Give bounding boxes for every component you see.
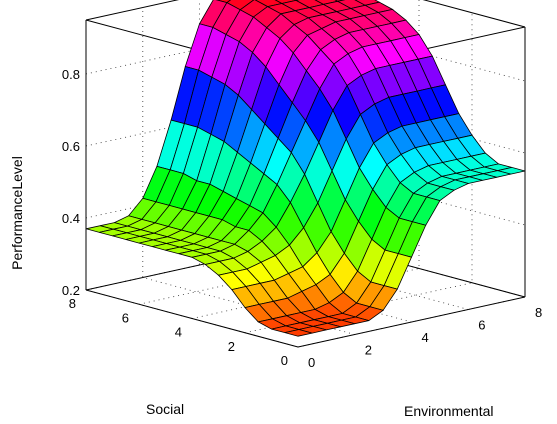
x-tick-label: 8 xyxy=(535,305,542,320)
z-tick-label: 0.2 xyxy=(62,283,80,298)
z-tick-label: 0.8 xyxy=(62,67,80,82)
y-tick-label: 4 xyxy=(175,325,182,340)
y-tick-label: 8 xyxy=(69,296,76,311)
z-tick-label: 0.4 xyxy=(62,211,80,226)
box-edge xyxy=(422,0,526,28)
tick-labels: 0.2 0.4 0.6 0.8 0 2 4 6 8 0 2 4 6 8 xyxy=(62,67,542,370)
x-tick-label: 6 xyxy=(478,318,485,333)
x-tick-label: 0 xyxy=(308,355,315,370)
z-tick-label: 0.6 xyxy=(62,139,80,154)
x-tick-label: 2 xyxy=(365,343,372,358)
y-tick-label: 6 xyxy=(122,310,129,325)
z-axis-label: PerformanceLevel xyxy=(9,156,25,270)
x-tick-label: 4 xyxy=(422,330,429,345)
surface-patch xyxy=(284,329,313,337)
y-tick-label: 0 xyxy=(281,353,288,368)
box-edge xyxy=(85,0,180,21)
box-edge xyxy=(85,289,299,348)
y-axis-label: Social xyxy=(146,401,184,417)
x-axis-label: Environmental xyxy=(404,403,494,419)
y-tick-label: 2 xyxy=(228,339,235,354)
surface-mesh xyxy=(85,0,526,337)
box-edge xyxy=(297,296,526,348)
